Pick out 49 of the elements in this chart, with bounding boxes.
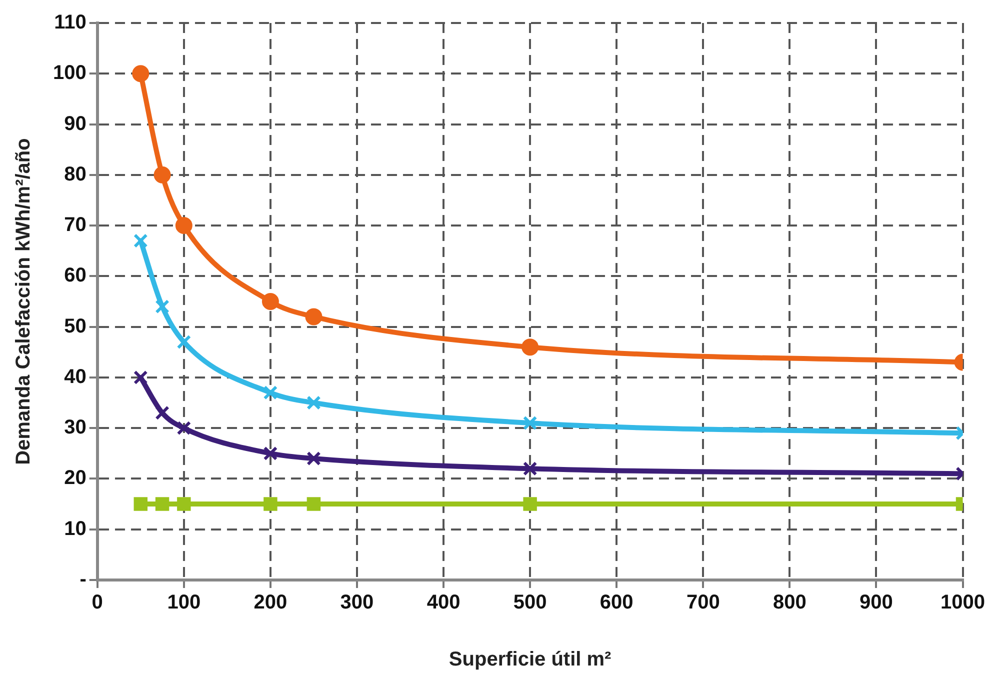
x-tick-label: 200	[254, 592, 288, 614]
y-tick-label: 110	[54, 12, 86, 34]
y-tick-label: 30	[64, 416, 86, 439]
y-tick-label: 80	[64, 163, 86, 186]
x-tick-label: 0	[92, 592, 103, 614]
point	[522, 461, 538, 476]
point	[177, 497, 191, 511]
y-tick-label: -	[80, 568, 86, 591]
x-tick-label: 500	[513, 592, 547, 614]
point	[132, 65, 150, 82]
point	[523, 497, 537, 511]
x-axis-title: Superficie útil m²	[448, 648, 612, 671]
point	[306, 497, 321, 511]
y-tick-label: 20	[64, 467, 86, 490]
point	[155, 299, 170, 314]
x-tick-label: 600	[600, 592, 634, 614]
point	[176, 420, 192, 436]
y-tick-label: 10	[64, 518, 86, 540]
x-tick-label: 300	[340, 592, 374, 614]
x-tick-label: 700	[686, 592, 720, 614]
point	[134, 497, 148, 511]
point	[155, 406, 170, 420]
y-tick-label: 40	[64, 366, 86, 388]
point	[305, 308, 322, 326]
point	[133, 370, 148, 385]
point	[522, 416, 538, 430]
point	[155, 497, 170, 511]
y-tick-label: 100	[52, 62, 86, 84]
point	[154, 166, 171, 184]
x-tick-label: 1000	[940, 592, 986, 614]
point	[263, 446, 278, 461]
point	[522, 338, 539, 356]
x-tick-label: 400	[426, 592, 460, 614]
y-axis-title: Demanda Calefacción kWh/m²/año	[12, 138, 35, 465]
point	[176, 334, 192, 350]
point	[262, 293, 279, 310]
point	[133, 234, 148, 248]
x-tick-label: 900	[860, 592, 893, 614]
point	[306, 451, 321, 466]
x-tick-label: 100	[167, 592, 201, 614]
point	[263, 385, 278, 400]
y-tick-label: 90	[64, 112, 86, 135]
x-tick-label: 800	[772, 592, 806, 614]
y-tick-label: 60	[64, 264, 86, 287]
point	[264, 497, 278, 511]
point	[175, 217, 192, 234]
y-tick-label: 50	[64, 315, 86, 338]
point	[306, 396, 321, 410]
y-tick-label: 70	[64, 214, 86, 236]
